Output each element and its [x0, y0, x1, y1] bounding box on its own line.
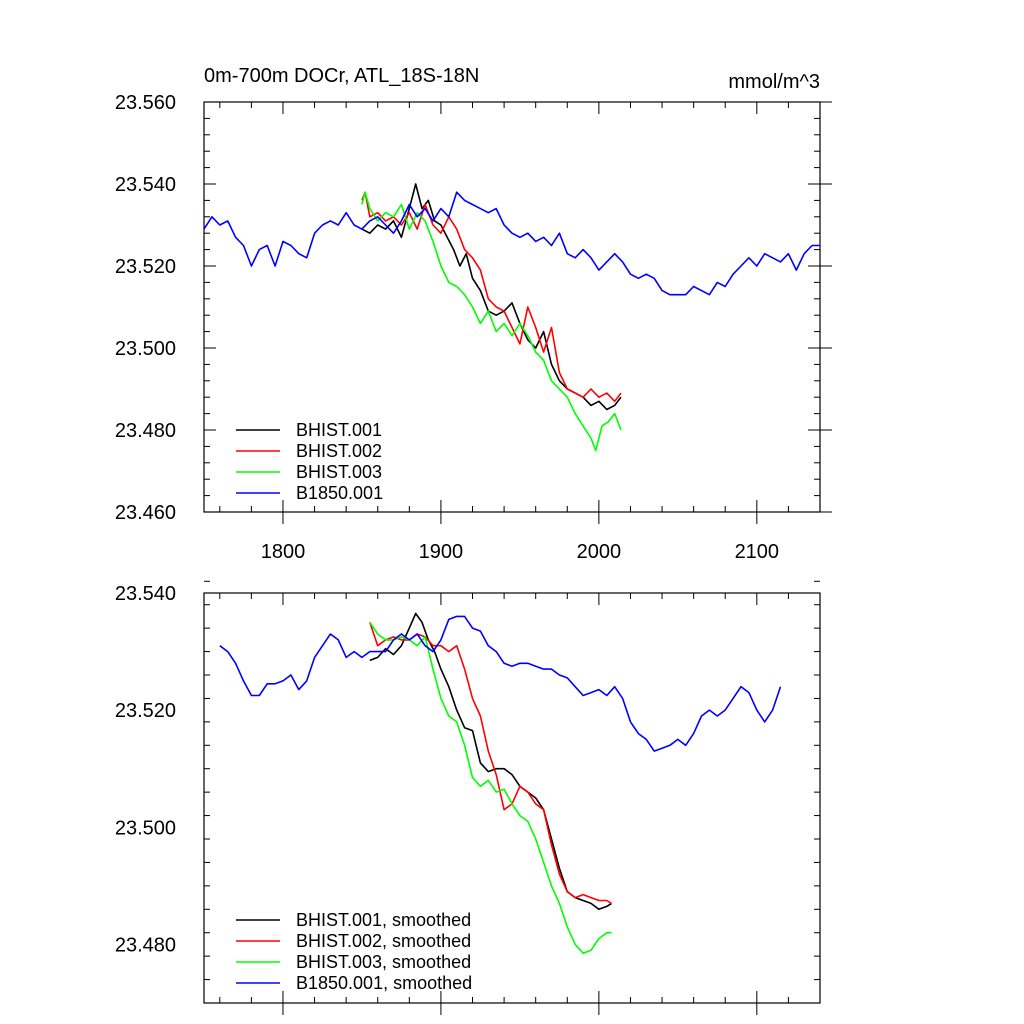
y-tick-label: 23.520: [115, 256, 176, 278]
series-line: [361, 191, 622, 403]
top-panel: 1800 1900 2000 2100 23.460 23.480 23.500 23.520…: [115, 92, 832, 563]
units-label: mmol/m^3: [728, 71, 820, 93]
x-tick-label: 2000: [577, 541, 622, 563]
legend-label: BHIST.001, smoothed: [296, 910, 471, 930]
series-line: [203, 191, 820, 296]
legend-label: B1850.001, smoothed: [296, 973, 472, 993]
series-line: [219, 615, 782, 752]
series-line: [369, 612, 612, 911]
series-line: [369, 622, 612, 905]
y-tick-label: 23.480: [115, 420, 176, 442]
plot-frame: [203, 101, 821, 513]
series-line: [361, 183, 622, 411]
y-tick-label: 23.500: [115, 817, 176, 839]
x-tick-label: 1900: [419, 541, 464, 563]
y-tick-label: 23.560: [115, 92, 176, 114]
y-tick-label: 23.540: [115, 583, 176, 605]
y-tick-label: 23.520: [115, 700, 176, 722]
y-tick-label: 23.480: [115, 934, 176, 956]
legend-label: BHIST.002, smoothed: [296, 931, 471, 951]
legend-label: BHIST.003, smoothed: [296, 952, 471, 972]
legend-label: BHIST.002: [296, 441, 382, 461]
legend-label: BHIST.003: [296, 462, 382, 482]
y-tick-label: 23.500: [115, 338, 176, 360]
y-tick-label: 23.540: [115, 174, 176, 196]
x-tick-label: 1800: [261, 541, 306, 563]
legend-label: B1850.001: [296, 483, 383, 503]
x-tick-label: 2100: [735, 541, 780, 563]
legend-label: BHIST.001: [296, 420, 382, 440]
y-tick-label: 23.460: [115, 502, 176, 524]
series-line: [369, 621, 612, 954]
figure-title: 0m-700m DOCr, ATL_18S-18N: [204, 65, 479, 87]
bottom-panel: 23.480 23.500 23.520 23.540 BHIST.001, smoot…: [115, 580, 821, 1015]
plot-frame: [203, 592, 821, 1004]
series-line: [361, 191, 622, 452]
